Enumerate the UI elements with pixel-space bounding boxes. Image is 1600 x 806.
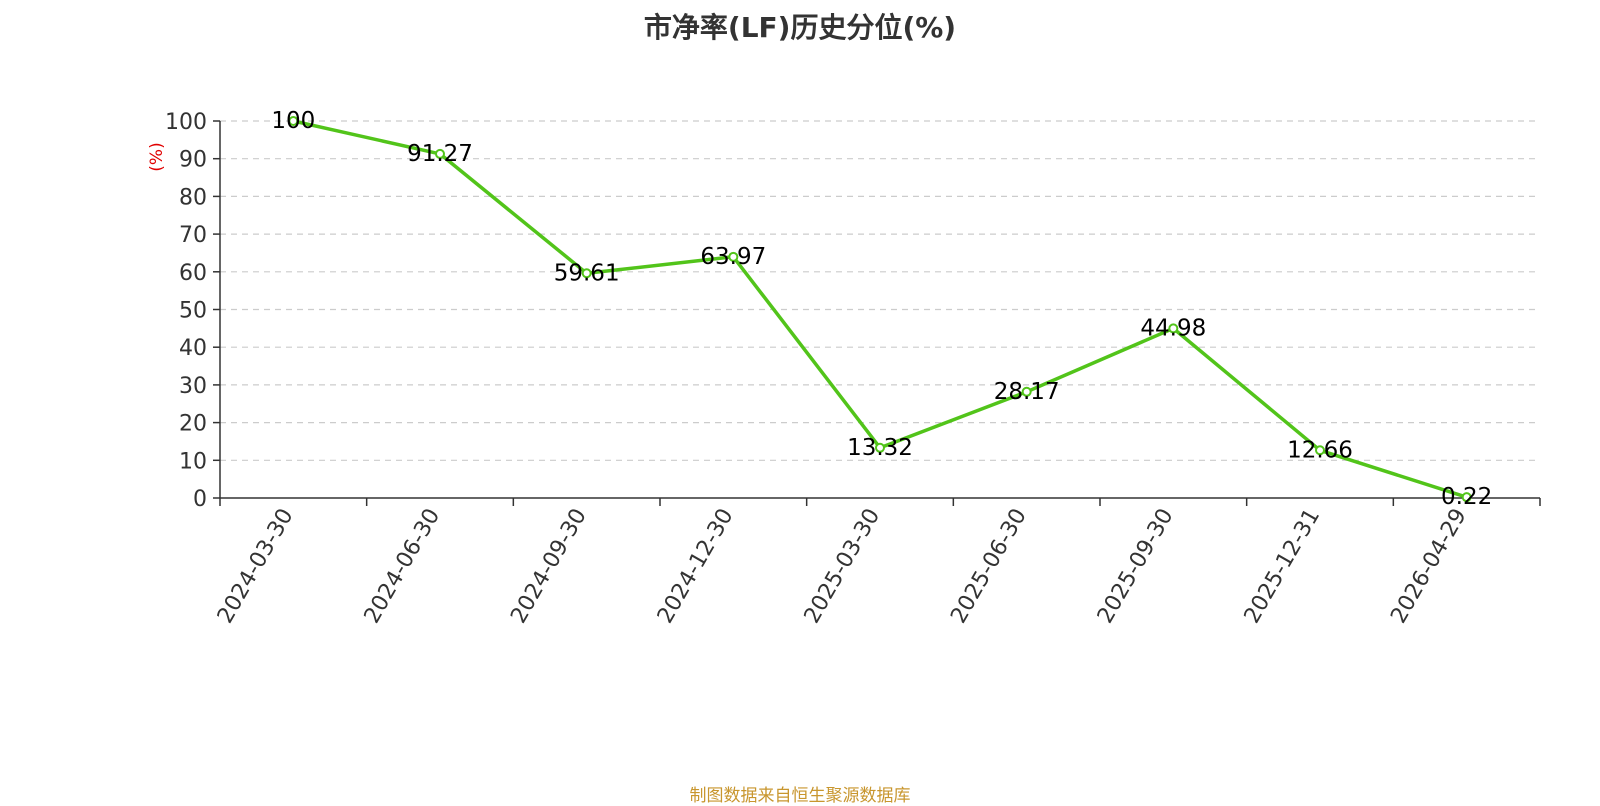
data-label: 91.27 bbox=[407, 141, 473, 167]
x-tick-label: 2024-09-30 bbox=[506, 505, 592, 628]
data-point bbox=[435, 148, 445, 159]
data-point bbox=[581, 268, 592, 279]
y-axis-label: (%) bbox=[147, 142, 167, 171]
data-label: 12.66 bbox=[1287, 437, 1353, 463]
x-tick-label: 2025-09-30 bbox=[1093, 505, 1179, 628]
data-point bbox=[288, 116, 299, 126]
data-points bbox=[288, 116, 1472, 503]
x-tick-label: 2025-12-31 bbox=[1240, 505, 1326, 628]
y-tick-label: 10 bbox=[179, 449, 207, 474]
y-tick-label: 90 bbox=[179, 148, 207, 173]
data-label: 13.32 bbox=[847, 435, 913, 461]
data-label: 100 bbox=[271, 108, 315, 134]
data-labels: 100 91.27 59.61 63.97 13.32 28.17 44.98 12.66 0.… bbox=[271, 108, 1492, 510]
x-tick-label: 2025-03-30 bbox=[800, 505, 886, 628]
x-tick-label: 2024-03-30 bbox=[213, 505, 299, 628]
axes bbox=[213, 120, 1541, 506]
y-tick-label: 80 bbox=[179, 185, 207, 210]
data-point bbox=[728, 251, 739, 262]
y-tick-label: 20 bbox=[179, 412, 207, 437]
grid-lines bbox=[220, 120, 1540, 461]
source-note: 制图数据来自恒生聚源数据库 bbox=[689, 786, 911, 806]
data-point bbox=[1315, 445, 1325, 456]
data-label: 63.97 bbox=[700, 244, 766, 270]
y-tick-label: 50 bbox=[179, 299, 207, 324]
y-tick-label: 40 bbox=[179, 336, 207, 361]
chart-title: 市净率(LF)历史分位(%) bbox=[643, 11, 957, 44]
data-label: 59.61 bbox=[554, 260, 620, 286]
data-label: 28.17 bbox=[994, 379, 1060, 405]
y-tick-label: 70 bbox=[179, 223, 207, 248]
x-tick-label: 2025-06-30 bbox=[946, 505, 1032, 628]
data-label: 44.98 bbox=[1140, 315, 1206, 341]
data-point bbox=[875, 442, 885, 453]
data-point bbox=[1021, 386, 1032, 397]
x-tick-label: 2026-04-29 bbox=[1386, 505, 1472, 628]
x-tick-label: 2024-06-30 bbox=[360, 505, 446, 628]
tick-labels: 0 10 20 30 40 50 60 70 80 90 100 2024-03-30 2024-06-… bbox=[147, 110, 1472, 628]
y-tick-label: 0 bbox=[193, 487, 207, 512]
data-point bbox=[1461, 492, 1472, 503]
data-label: 0.22 bbox=[1441, 484, 1492, 510]
y-tick-label: 60 bbox=[179, 261, 207, 286]
y-tick-label: 100 bbox=[165, 110, 207, 135]
x-tick-label: 2024-12-30 bbox=[653, 505, 739, 628]
data-point bbox=[1168, 323, 1179, 334]
y-tick-label: 30 bbox=[179, 374, 207, 399]
